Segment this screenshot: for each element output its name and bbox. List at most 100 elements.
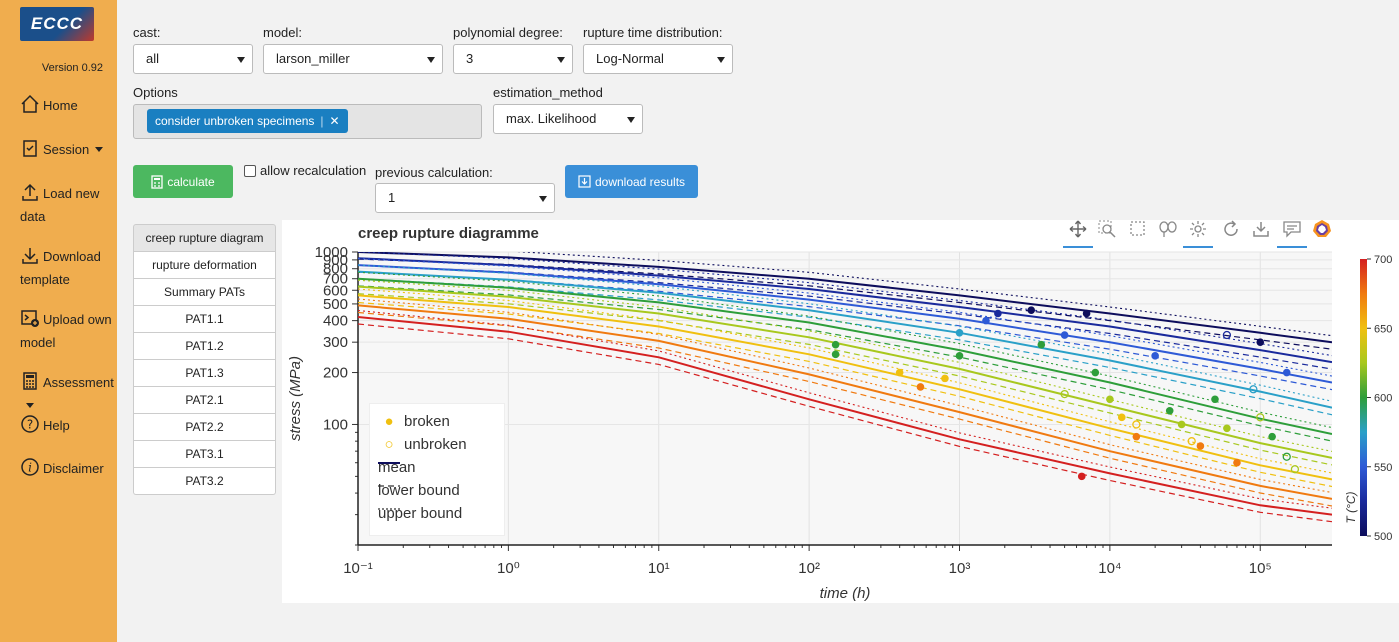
bokeh-logo-icon[interactable] <box>1312 220 1332 238</box>
tab-pat1-2[interactable]: PAT1.2 <box>133 333 276 360</box>
options-multiselect[interactable]: consider unbroken specimens | ✕ <box>133 104 482 139</box>
lasso-icon[interactable] <box>1158 220 1178 238</box>
unbroken-point[interactable] <box>1290 465 1300 474</box>
upper-bound-line-650[interactable] <box>358 288 1332 474</box>
lower-bound-line-650[interactable] <box>358 301 1332 488</box>
hover-icon[interactable] <box>1282 220 1302 238</box>
upper-bound-line-575[interactable] <box>358 264 1332 402</box>
legend-mean[interactable]: mean <box>378 458 416 478</box>
upper-bound-line-625[interactable] <box>358 279 1332 452</box>
lower-bound-line-675[interactable] <box>358 311 1332 507</box>
broken-point[interactable] <box>831 350 840 359</box>
broken-point[interactable] <box>994 309 1002 318</box>
nav-session[interactable]: Session <box>20 138 104 161</box>
download-results-button[interactable]: download results <box>565 165 698 198</box>
unbroken-point[interactable] <box>1187 437 1196 446</box>
legend-broken[interactable]: ● broken <box>378 412 449 432</box>
legend-lower-bound[interactable]: lower bound <box>378 481 460 501</box>
upper-bound-line-525[interactable] <box>358 252 1332 357</box>
broken-point[interactable] <box>1282 368 1291 377</box>
broken-point[interactable] <box>1151 352 1159 360</box>
broken-point[interactable] <box>831 340 840 349</box>
tab-rupture-deformation[interactable]: rupture deformation <box>133 252 276 279</box>
tab-pat3-2[interactable]: PAT3.2 <box>133 468 276 495</box>
allow-recalculation-checkbox[interactable] <box>244 165 256 177</box>
broken-point[interactable] <box>1256 338 1265 346</box>
unbroken-point[interactable] <box>1132 420 1141 429</box>
tab-summary-pats[interactable]: Summary PATs <box>133 279 276 306</box>
broken-point[interactable] <box>955 352 964 360</box>
tab-pat2-2[interactable]: PAT2.2 <box>133 414 276 441</box>
nav-upload-model[interactable]: Upload own model <box>20 308 117 354</box>
unbroken-point[interactable] <box>1222 330 1232 340</box>
nav-download-template[interactable]: Download template <box>20 245 112 291</box>
box-select-icon[interactable] <box>1128 220 1148 238</box>
broken-point[interactable] <box>1027 306 1036 314</box>
estimation-select[interactable]: max. Likelihood <box>493 104 643 134</box>
legend-upper-bound[interactable]: upper bound <box>378 504 462 524</box>
broken-point[interactable] <box>916 383 925 391</box>
mean-line-600[interactable] <box>358 277 1332 435</box>
broken-point[interactable] <box>982 316 990 325</box>
calculate-button[interactable]: calculate <box>133 165 233 198</box>
mean-line-525[interactable] <box>358 257 1332 364</box>
broken-point[interactable] <box>1077 472 1086 481</box>
zoom-icon[interactable] <box>1098 220 1118 238</box>
tab-pat1-1[interactable]: PAT1.1 <box>133 306 276 333</box>
unbroken-point[interactable] <box>1256 413 1265 422</box>
broken-point[interactable] <box>1233 458 1241 467</box>
broken-point[interactable] <box>1268 432 1276 441</box>
broken-point[interactable] <box>1211 395 1219 404</box>
pan-icon[interactable] <box>1068 220 1088 238</box>
mean-line-625[interactable] <box>358 285 1332 459</box>
upper-bound-line-600[interactable] <box>358 271 1332 429</box>
broken-point[interactable] <box>941 374 949 383</box>
cast-select[interactable]: all <box>133 44 253 74</box>
upper-bound-line-500[interactable] <box>358 246 1332 337</box>
broken-point[interactable] <box>1106 395 1114 404</box>
nav-assessment[interactable]: Assessment <box>20 371 117 417</box>
wheel-zoom-icon[interactable] <box>1188 220 1208 238</box>
lower-bound-line-600[interactable] <box>358 285 1332 442</box>
mean-line-500[interactable] <box>358 252 1332 344</box>
tab-creep-rupture-diagram[interactable]: creep rupture diagram <box>133 224 276 252</box>
upper-bound-line-675[interactable] <box>358 298 1332 494</box>
lower-bound-line-575[interactable] <box>358 278 1332 416</box>
tab-pat3-1[interactable]: PAT3.1 <box>133 441 276 468</box>
broken-point[interactable] <box>895 368 904 377</box>
broken-point[interactable] <box>1196 442 1205 450</box>
mean-line-650[interactable] <box>358 294 1332 481</box>
broken-point[interactable] <box>1060 331 1069 339</box>
mean-line-575[interactable] <box>358 270 1332 409</box>
option-chip[interactable]: consider unbroken specimens | ✕ <box>147 109 348 133</box>
eccc-logo[interactable]: ECCC <box>20 7 94 41</box>
broken-point[interactable] <box>955 328 964 337</box>
unbroken-point[interactable] <box>1249 385 1258 394</box>
mean-line-550[interactable] <box>358 264 1332 384</box>
broken-point[interactable] <box>1223 424 1231 433</box>
tab-pat2-1[interactable]: PAT2.1 <box>133 387 276 414</box>
tab-pat1-3[interactable]: PAT1.3 <box>133 360 276 387</box>
degree-select[interactable]: 3 <box>453 44 573 74</box>
model-select[interactable]: larson_miller <box>263 44 443 74</box>
broken-point[interactable] <box>1117 413 1126 422</box>
mean-line-700[interactable] <box>358 316 1332 516</box>
upper-bound-line-550[interactable] <box>358 258 1332 377</box>
broken-point[interactable] <box>1091 368 1100 377</box>
close-icon[interactable]: ✕ <box>329 114 340 128</box>
broken-point[interactable] <box>1037 340 1046 349</box>
reset-icon[interactable] <box>1221 220 1241 238</box>
nav-disclaimer[interactable]: i Disclaimer <box>20 457 104 480</box>
broken-point[interactable] <box>1082 309 1091 318</box>
unbroken-point[interactable] <box>1282 452 1291 461</box>
nav-home[interactable]: Home <box>20 94 78 117</box>
unbroken-point[interactable] <box>1060 389 1069 399</box>
broken-point[interactable] <box>1177 420 1186 429</box>
broken-point[interactable] <box>1132 432 1141 441</box>
save-icon[interactable] <box>1251 220 1271 238</box>
lower-bound-line-625[interactable] <box>358 293 1332 466</box>
previous-calculation-select[interactable]: 1 <box>375 183 555 213</box>
nav-help[interactable]: ? Help <box>20 414 70 437</box>
upper-bound-line-700[interactable] <box>358 309 1332 509</box>
distribution-select[interactable]: Log-Normal <box>583 44 733 74</box>
